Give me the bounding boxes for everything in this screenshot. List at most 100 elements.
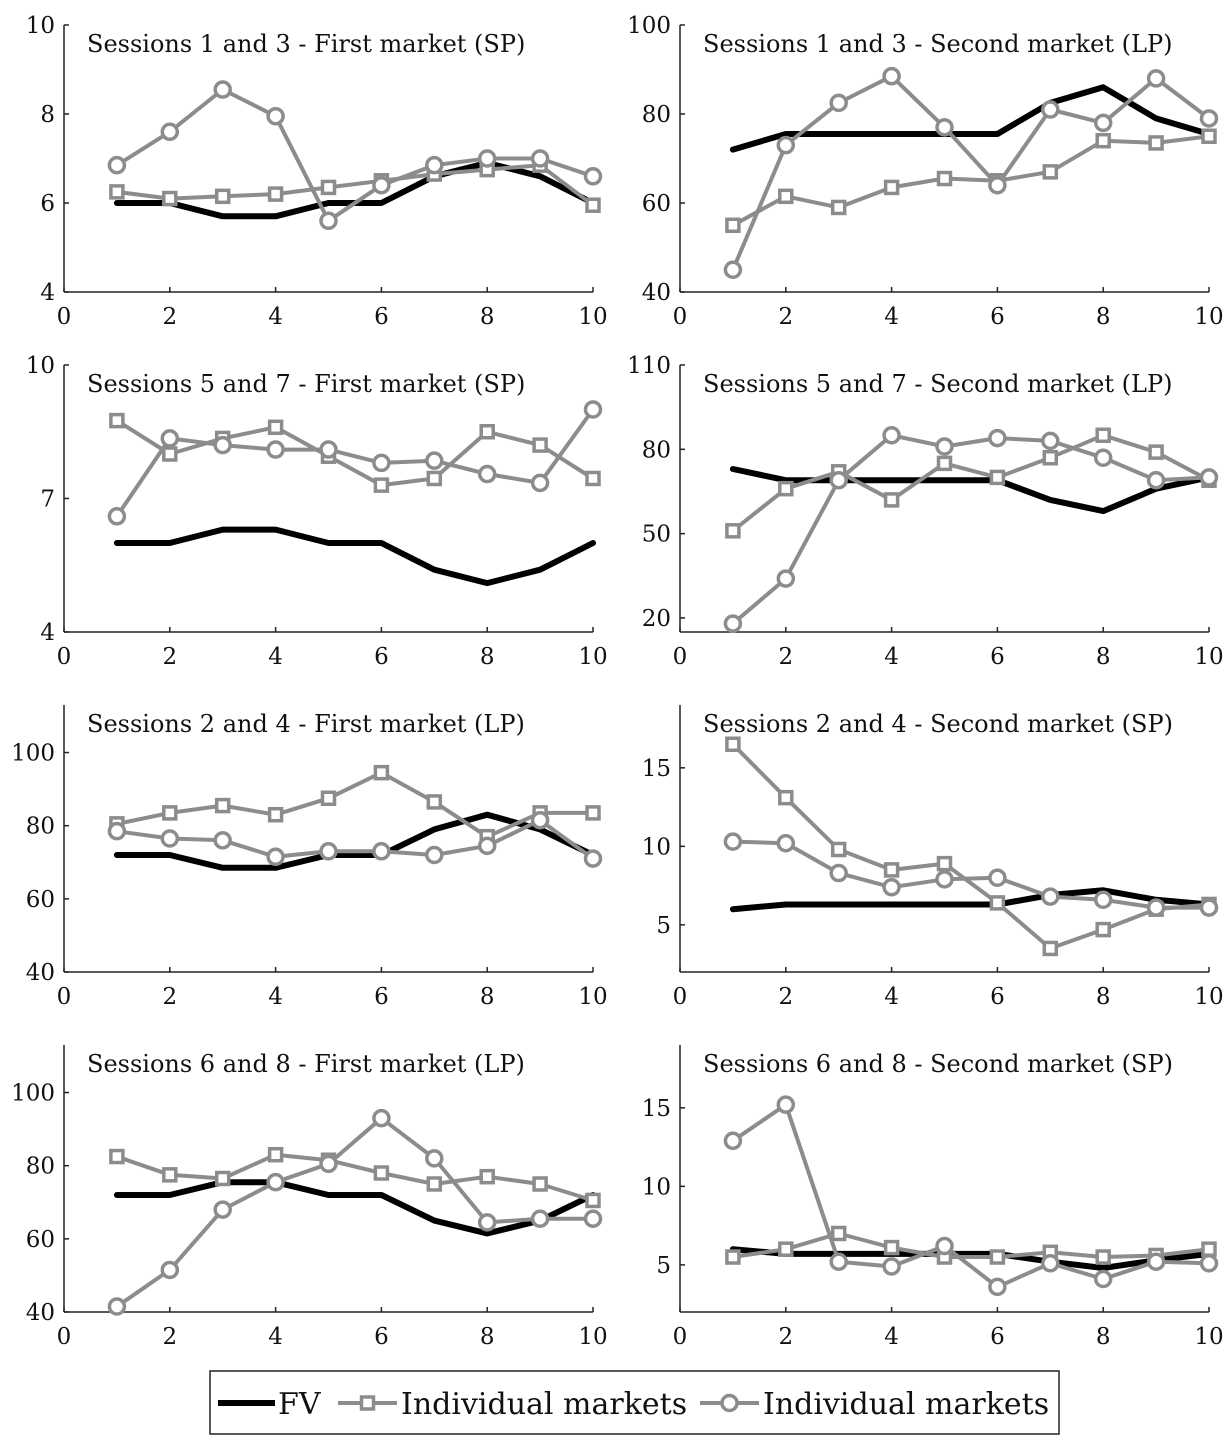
- square-marker: [939, 173, 951, 185]
- x-tick-label: 4: [884, 984, 899, 1010]
- chart-panel-5: 0 2 4 6 8 10406080100Sessions 2 and 4 - First…: [11, 705, 608, 1010]
- panel-title: Sessions 6 and 8 - Second market (SP): [703, 1050, 1173, 1078]
- square-marker: [1097, 135, 1109, 147]
- square-marker: [886, 864, 898, 876]
- fv-line: [117, 163, 593, 216]
- y-tick-label: 20: [642, 606, 671, 632]
- square-marker: [991, 471, 1003, 483]
- square-marker: [587, 199, 599, 211]
- square-marker: [833, 201, 845, 213]
- circle-marker: [1149, 71, 1164, 86]
- circle-marker: [374, 455, 389, 470]
- square-marker: [164, 448, 176, 460]
- x-tick-label: 2: [162, 1324, 177, 1350]
- panel-title: Sessions 1 and 3 - First market (SP): [87, 30, 525, 58]
- circle-marker: [586, 402, 601, 417]
- circle-marker: [778, 138, 793, 153]
- chart-panel-4: 0 2 4 6 8 10 20 50 80 110 Sessions 5 and 7 - Secon…: [627, 353, 1224, 670]
- square-marker: [375, 1167, 387, 1179]
- x-tick-label: 8: [1096, 1324, 1111, 1350]
- y-tick-label: 110: [627, 353, 671, 379]
- square-marker: [886, 181, 898, 193]
- x-tick-label: 8: [1096, 644, 1111, 670]
- circle-marker: [162, 831, 177, 846]
- panel-title: Sessions 5 and 7 - First market (SP): [87, 370, 525, 398]
- x-tick-label: 10: [1194, 984, 1223, 1010]
- square-marker: [727, 219, 739, 231]
- square-marker: [780, 1243, 792, 1255]
- panel-title: Sessions 2 and 4 - Second market (SP): [703, 710, 1173, 738]
- x-tick-label: 6: [374, 304, 389, 330]
- square-marker: [991, 1251, 1003, 1263]
- circle-marker: [374, 1111, 389, 1126]
- circle-marker: [1202, 470, 1217, 485]
- x-tick-label: 2: [162, 984, 177, 1010]
- circle-marker: [884, 69, 899, 84]
- circle-marker: [109, 1299, 124, 1314]
- x-tick-label: 8: [480, 304, 495, 330]
- square-marker: [534, 1178, 546, 1190]
- square-marker: [1097, 429, 1109, 441]
- square-marker: [886, 1242, 898, 1254]
- circle-marker: [533, 475, 548, 490]
- circle-marker: [480, 467, 495, 482]
- circle-marker: [1149, 900, 1164, 915]
- circle-marker: [1149, 473, 1164, 488]
- circle-marker: [831, 473, 846, 488]
- circle-marker: [1202, 111, 1217, 126]
- circle-marker: [937, 872, 952, 887]
- x-tick-label: 6: [990, 304, 1005, 330]
- circle-marker: [215, 1202, 230, 1217]
- y-tick-label: 10: [642, 1174, 671, 1200]
- circle-marker: [725, 1133, 740, 1148]
- square-marker: [587, 807, 599, 819]
- circle-marker: [831, 866, 846, 881]
- x-tick-label: 10: [1194, 1324, 1223, 1350]
- x-tick-label: 0: [673, 644, 688, 670]
- circle-marker: [1096, 1272, 1111, 1287]
- x-tick-label: 0: [673, 304, 688, 330]
- fv-line: [117, 530, 593, 584]
- circle-marker: [586, 1211, 601, 1226]
- square-marker: [323, 181, 335, 193]
- circle-marker: [321, 213, 336, 228]
- square-marker: [111, 415, 123, 427]
- fv-line: [117, 1182, 593, 1233]
- square-marker: [1150, 446, 1162, 458]
- square-marker: [164, 807, 176, 819]
- x-tick-label: 0: [673, 1324, 688, 1350]
- market-line-circle: [117, 1118, 593, 1306]
- x-tick-label: 2: [778, 644, 793, 670]
- market-line-square: [117, 421, 593, 486]
- x-tick-label: 8: [1096, 984, 1111, 1010]
- y-tick-label: 10: [26, 13, 55, 39]
- x-tick-label: 10: [578, 1324, 607, 1350]
- legend-circle-marker: [722, 1396, 737, 1411]
- circle-marker: [831, 1254, 846, 1269]
- panel-title: Sessions 1 and 3 - Second market (LP): [703, 30, 1172, 58]
- x-tick-label: 10: [578, 984, 607, 1010]
- x-tick-label: 8: [480, 984, 495, 1010]
- x-tick-label: 0: [57, 1324, 72, 1350]
- square-marker: [217, 800, 229, 812]
- circle-marker: [884, 428, 899, 443]
- circle-marker: [268, 1175, 283, 1190]
- square-marker: [727, 1251, 739, 1263]
- market-line-circle: [733, 1105, 1209, 1287]
- x-tick-label: 4: [884, 304, 899, 330]
- y-tick-label: 60: [642, 191, 671, 217]
- y-tick-label: 100: [11, 741, 55, 767]
- x-tick-label: 10: [578, 644, 607, 670]
- circle-marker: [831, 95, 846, 110]
- circle-marker: [778, 571, 793, 586]
- circle-marker: [109, 158, 124, 173]
- circle-marker: [480, 1215, 495, 1230]
- circle-marker: [215, 833, 230, 848]
- y-tick-label: 50: [642, 522, 671, 548]
- circle-marker: [533, 1211, 548, 1226]
- chart-panel-8: 0 2 4 6 8 10 5 10 15 Sessions 6 and 8 - Second ma…: [642, 1045, 1224, 1350]
- x-tick-label: 0: [57, 644, 72, 670]
- x-tick-label: 2: [162, 304, 177, 330]
- circle-marker: [1043, 102, 1058, 117]
